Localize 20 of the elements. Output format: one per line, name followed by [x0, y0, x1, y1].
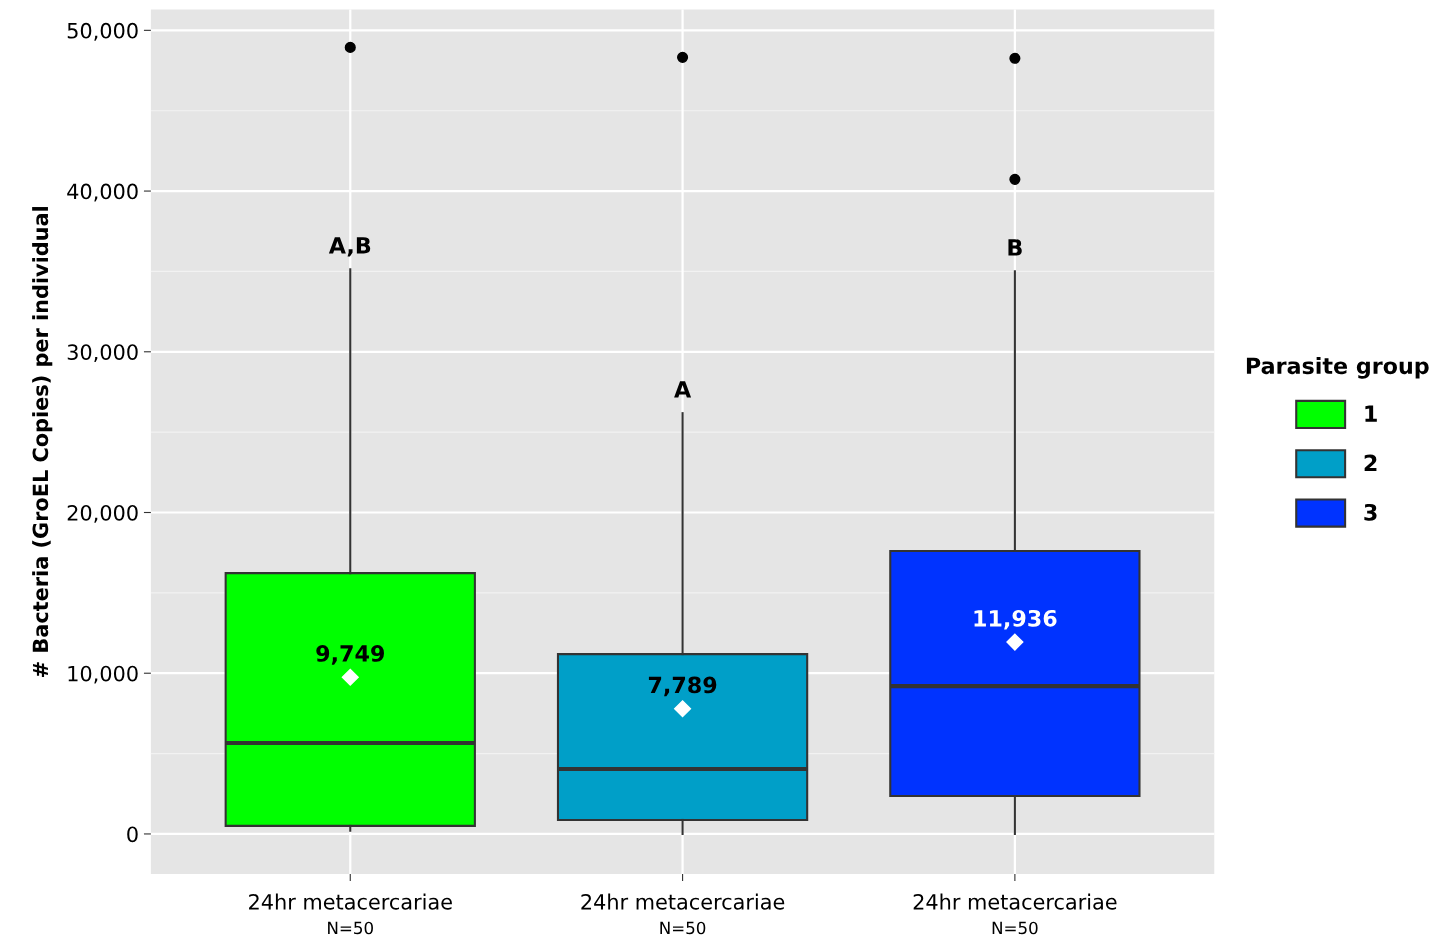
annotation: 11,936	[974, 609, 1057, 630]
annotation: B	[1008, 239, 1022, 256]
y-tick-label: 40,000	[67, 183, 138, 202]
y-tick-label: 20,000	[67, 504, 138, 523]
annotation: A,B	[328, 237, 371, 257]
annotation: 9,749	[316, 645, 384, 665]
legend-label: 3	[1364, 503, 1377, 521]
legend-title: Parasite group	[1246, 356, 1429, 379]
legend-label: 2	[1364, 454, 1377, 472]
x-tick-label: 24hr metacercariae N=50	[581, 893, 785, 935]
x-tick-label: 24hr metacercariae N=50	[249, 893, 452, 935]
x-tick-label: 24hr metacercariae N=50	[913, 893, 1117, 935]
y-tick-label: 50,000	[67, 22, 138, 41]
y-tick-label: 0	[127, 826, 138, 843]
annotation: A	[674, 381, 692, 398]
legend-label: 1	[1365, 405, 1377, 422]
annotation: 7,789	[648, 676, 717, 697]
y-tick-label: 30,000	[67, 344, 138, 363]
y-tick-label: 10,000	[68, 665, 138, 684]
y-axis-title: # Bacteria (GroEL Copies) per individual	[32, 207, 53, 677]
